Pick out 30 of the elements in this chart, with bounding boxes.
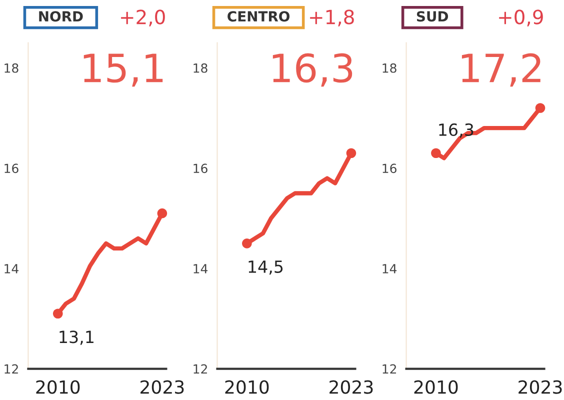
y-tick-label: 12 <box>194 364 207 374</box>
text: +2,0 <box>121 10 165 26</box>
x-tick-label: 2010 <box>225 380 269 394</box>
x-tick-label: 2023 <box>330 380 373 394</box>
y-tick-label: 14 <box>194 264 208 274</box>
text: +1,8 <box>310 10 354 26</box>
text: +0,9 <box>499 10 543 26</box>
y-tick-label: 16 <box>4 164 18 174</box>
y-tick-label: 12 <box>4 364 18 374</box>
y-tick-label: 12 <box>382 364 396 374</box>
chart-title: CENTRO <box>228 11 290 22</box>
y-tick-label: 18 <box>382 63 396 73</box>
annotation: 15,1 <box>84 54 163 87</box>
data-label: 16,3 <box>439 123 474 138</box>
x-tick-label: 2023 <box>140 380 184 394</box>
y-tick-label: 14 <box>4 264 18 274</box>
y-tick-label: 16 <box>194 164 208 174</box>
y-tick-label: 18 <box>194 63 208 73</box>
y-tick-label: 18 <box>4 63 18 73</box>
annotation: 17,2 <box>462 53 540 87</box>
y-tick-label: 14 <box>382 264 397 274</box>
x-tick-label: 2023 <box>518 380 562 394</box>
x-tick-label: 2010 <box>36 380 80 394</box>
chart-title: SUD <box>416 11 448 22</box>
annotation: 16,3 <box>272 53 352 87</box>
chart-title: NORD <box>39 11 83 22</box>
y-tick-label: 16 <box>382 164 396 174</box>
x-tick-label: 2010 <box>414 380 458 394</box>
data-label: 14,5 <box>248 260 283 275</box>
data-label: 13,1 <box>60 330 94 345</box>
